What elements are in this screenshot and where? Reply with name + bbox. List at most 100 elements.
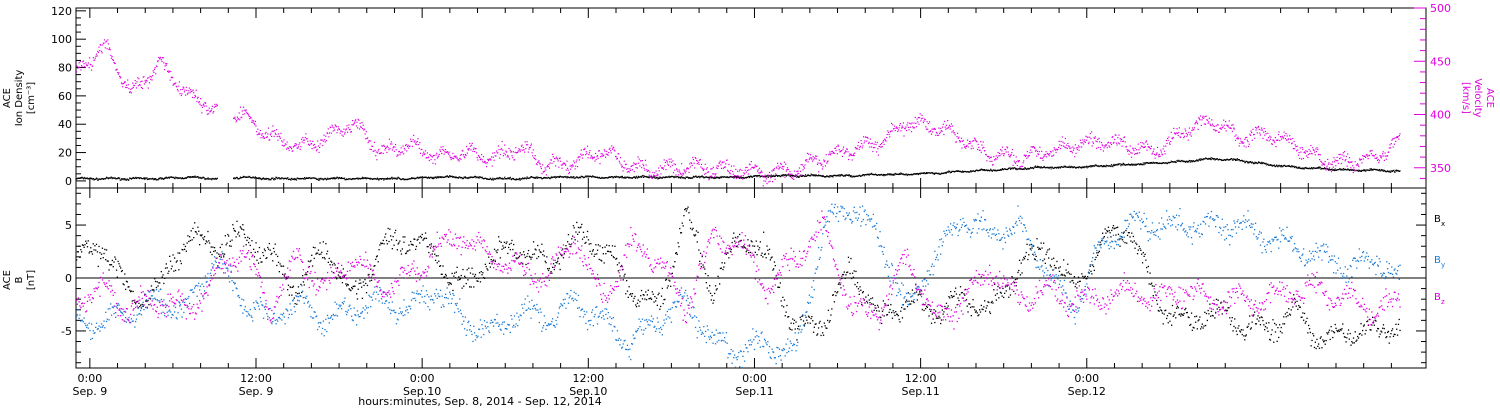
velocity-point: [776, 167, 778, 169]
b-point: [311, 254, 313, 256]
velocity-point: [1121, 145, 1123, 147]
density-point: [319, 179, 321, 181]
density-point: [1112, 164, 1114, 166]
b-point: [547, 268, 549, 270]
velocity-point: [243, 109, 245, 111]
b-point: [94, 245, 96, 247]
density-point: [643, 175, 645, 177]
b-point: [162, 274, 164, 276]
velocity-point: [1327, 163, 1329, 165]
velocity-point: [138, 84, 141, 86]
velocity-point: [140, 81, 142, 83]
density-point: [850, 174, 852, 177]
velocity-point: [1309, 150, 1311, 152]
density-point: [104, 178, 106, 180]
density-point: [521, 178, 523, 180]
density-point: [479, 176, 481, 178]
velocity-point: [752, 166, 754, 168]
velocity-point: [148, 77, 150, 79]
density-point: [168, 176, 170, 178]
velocity-point: [1236, 138, 1238, 140]
density-point: [1267, 164, 1270, 166]
b-point: [509, 249, 511, 251]
b-point: [227, 233, 229, 236]
density-point: [441, 177, 443, 179]
velocity-point: [631, 165, 633, 167]
density-point: [1311, 167, 1313, 169]
density-point: [717, 177, 719, 179]
velocity-point: [704, 163, 706, 165]
velocity-point: [385, 146, 387, 148]
velocity-point: [611, 145, 613, 147]
velocity-point: [896, 127, 898, 129]
velocity-point: [476, 152, 478, 154]
density-point: [1152, 162, 1154, 164]
velocity-point: [438, 153, 440, 155]
velocity-point: [253, 120, 255, 122]
velocity-point: [129, 91, 131, 94]
velocity-point: [96, 55, 98, 57]
velocity-point: [487, 158, 489, 160]
velocity-point: [767, 175, 769, 177]
b-point: [442, 265, 444, 267]
density-point: [612, 177, 614, 179]
b-point: [635, 304, 637, 306]
b-point: [486, 268, 488, 270]
density-point: [336, 176, 338, 178]
density-point: [711, 176, 713, 178]
density-point: [1348, 169, 1351, 172]
b-point: [307, 260, 310, 262]
velocity-point: [666, 160, 668, 162]
density-point: [337, 176, 339, 179]
density-point: [127, 178, 129, 180]
velocity-point: [716, 165, 718, 167]
velocity-point: [320, 139, 322, 141]
velocity-point: [1380, 157, 1382, 159]
b-point: [565, 245, 567, 247]
density-point: [449, 176, 451, 178]
density-point: [1383, 169, 1385, 172]
b-point: [218, 253, 220, 255]
density-point: [1069, 167, 1071, 169]
density-point: [1076, 166, 1078, 169]
velocity-point: [282, 145, 285, 147]
velocity-point: [163, 62, 165, 64]
velocity-point: [1007, 151, 1009, 153]
density-point: [1020, 168, 1022, 170]
velocity-point: [774, 178, 776, 180]
velocity-point: [907, 122, 909, 124]
density-point: [871, 172, 873, 174]
velocity-point: [672, 172, 675, 174]
velocity-point: [272, 125, 274, 127]
density-point: [968, 171, 970, 173]
velocity-point: [886, 137, 888, 139]
velocity-point: [358, 119, 360, 121]
velocity-point: [1016, 164, 1018, 167]
density-point: [517, 178, 519, 180]
velocity-point: [783, 161, 785, 163]
velocity-point: [985, 154, 987, 156]
b-point: [474, 273, 477, 276]
density-point: [1108, 165, 1110, 167]
density-point: [1265, 162, 1267, 164]
velocity-point: [1055, 151, 1057, 153]
density-point: [143, 177, 145, 179]
velocity-axis-label: Velocity: [1472, 78, 1483, 117]
b-point: [552, 266, 554, 268]
density-point: [640, 175, 642, 177]
density-point: [387, 178, 389, 180]
velocity-point: [800, 164, 802, 166]
velocity-point: [522, 149, 524, 151]
density-point: [506, 178, 508, 180]
density-point: [438, 176, 440, 178]
density-point: [1162, 162, 1164, 164]
velocity-point: [1145, 141, 1147, 143]
velocity-point: [886, 133, 888, 136]
b-point: [134, 301, 136, 303]
density-point: [940, 173, 942, 175]
velocity-point: [375, 151, 377, 153]
velocity-point: [862, 145, 864, 147]
density-point: [534, 176, 536, 179]
density-point: [692, 177, 694, 179]
velocity-point: [302, 139, 304, 141]
